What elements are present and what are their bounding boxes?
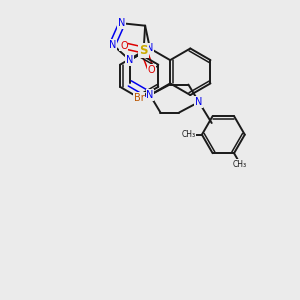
Text: N: N bbox=[126, 55, 134, 65]
Text: N: N bbox=[109, 40, 116, 50]
Text: O: O bbox=[120, 41, 127, 51]
Text: Br: Br bbox=[134, 93, 145, 103]
Text: N: N bbox=[146, 90, 154, 100]
Text: N: N bbox=[195, 97, 203, 107]
Text: N: N bbox=[118, 18, 126, 28]
Text: S: S bbox=[140, 44, 148, 57]
Text: O: O bbox=[147, 65, 155, 75]
Text: N: N bbox=[146, 90, 154, 100]
Text: CH₃: CH₃ bbox=[182, 130, 196, 139]
Text: N: N bbox=[146, 44, 154, 53]
Text: CH₃: CH₃ bbox=[233, 160, 247, 169]
